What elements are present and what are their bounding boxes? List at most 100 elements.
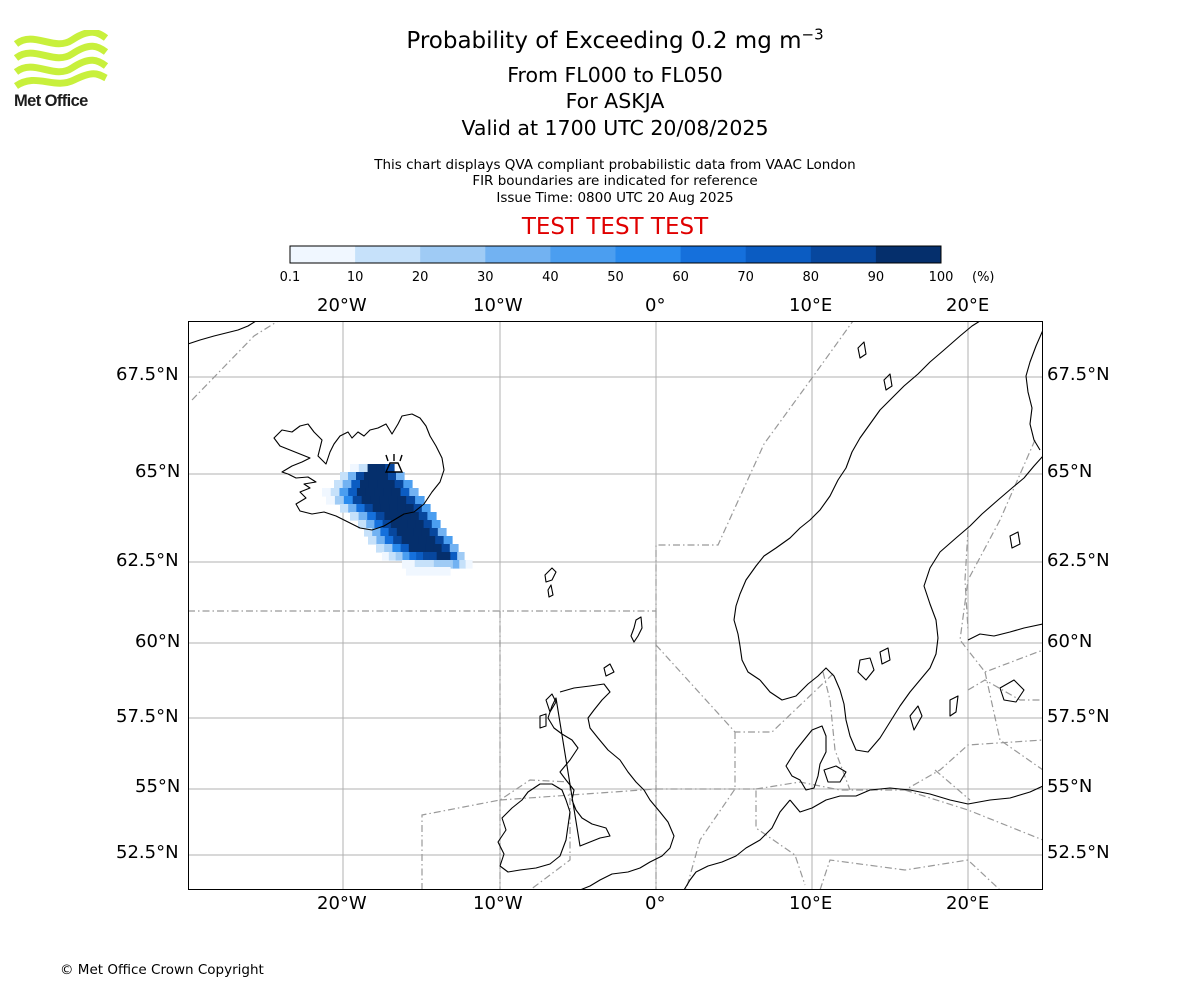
lat-label-right: 67.5°N xyxy=(1047,364,1110,385)
plume-cell xyxy=(443,536,453,545)
lat-label-left: 57.5°N xyxy=(116,706,179,727)
plume-cell xyxy=(358,464,369,473)
colorbar-tick-label: 10 xyxy=(346,270,364,285)
plume-cell xyxy=(379,496,389,505)
plume-cell xyxy=(364,472,373,481)
colorbar-tick-label: 90 xyxy=(867,270,885,285)
plume-cell xyxy=(375,512,385,521)
plume-cell xyxy=(409,488,419,497)
plume-cell xyxy=(366,520,375,529)
plume-cell xyxy=(388,528,398,537)
plume-cell xyxy=(385,464,395,473)
chart-title: Probability of Exceeding 0.2 mg m−3 xyxy=(406,25,824,54)
plume-cell xyxy=(389,504,398,513)
lat-label-right: 65°N xyxy=(1047,461,1093,482)
plume-cell xyxy=(417,544,426,553)
colorbar-segment xyxy=(290,246,356,263)
plume-cell xyxy=(372,504,382,513)
plume-cell xyxy=(372,528,381,537)
plume-cell xyxy=(374,488,384,497)
plume-cell xyxy=(423,552,431,561)
plume-cell xyxy=(396,472,405,481)
plume-cell xyxy=(425,544,434,553)
plume-cell xyxy=(459,560,467,569)
title-exponent: −3 xyxy=(801,25,824,44)
plume-cell xyxy=(358,512,368,521)
plume-cell xyxy=(368,536,377,545)
plume-cell xyxy=(376,544,385,553)
plume-cell xyxy=(449,544,459,553)
plume-cell xyxy=(397,496,407,505)
lon-label-top: 0° xyxy=(645,295,666,316)
colorbar-tick-label: 0.1 xyxy=(279,270,301,285)
plume-cell xyxy=(388,552,397,561)
plume-cell xyxy=(428,567,440,576)
test-banner: TEST TEST TEST xyxy=(521,214,709,240)
plume-cell xyxy=(334,480,344,489)
plume-cell xyxy=(384,512,394,521)
plume-cell xyxy=(439,567,451,576)
plume-cell xyxy=(384,544,393,553)
graticule xyxy=(188,321,1043,890)
lat-label-left: 55°N xyxy=(135,776,181,797)
fir-note: FIR boundaries are indicated for referen… xyxy=(472,173,758,189)
plume-cell xyxy=(374,520,384,529)
lat-label-left: 52.5°N xyxy=(116,842,179,863)
colorbar-tick-label: 20 xyxy=(411,270,429,285)
coastlines xyxy=(188,321,1043,890)
plume-cell xyxy=(433,560,441,569)
colorbar-segment xyxy=(615,246,682,263)
plume-cell xyxy=(440,560,448,569)
plume-cell xyxy=(391,488,402,497)
lon-label-top: 10°W xyxy=(473,295,523,316)
plume-cell xyxy=(415,496,425,505)
copyright-notice: © Met Office Crown Copyright xyxy=(60,962,264,978)
plume-cell xyxy=(356,472,365,481)
plume-cell xyxy=(370,496,381,505)
plume-cell xyxy=(433,544,443,553)
plume-cell xyxy=(416,552,424,561)
plume-cell xyxy=(348,504,357,513)
plume-cell xyxy=(364,504,374,513)
plume-cell xyxy=(421,504,431,513)
colorbar-segment xyxy=(875,246,942,263)
plume-cell xyxy=(410,512,420,521)
plume-cell xyxy=(367,512,377,521)
colorbar-tick-label: 80 xyxy=(802,270,820,285)
plume-cell xyxy=(443,552,451,561)
plume-cell xyxy=(408,560,416,569)
lon-label-bottom: 10°E xyxy=(789,893,833,914)
plume-cell xyxy=(435,536,445,545)
colorbar-segment xyxy=(745,246,812,263)
plume-cell xyxy=(429,552,438,561)
lat-label-left: 62.5°N xyxy=(116,550,179,571)
plume-cell xyxy=(427,512,437,521)
colorbar xyxy=(289,245,942,264)
plume-cell xyxy=(407,520,416,529)
lat-label-right: 62.5°N xyxy=(1047,550,1110,571)
plume-cell xyxy=(418,512,428,521)
plume-cell xyxy=(429,528,439,537)
lat-label-left: 65°N xyxy=(135,461,181,482)
plume-cell xyxy=(334,496,345,505)
plume-cell xyxy=(393,536,403,545)
plume-cell xyxy=(348,472,357,481)
colorbar-tick-label: 40 xyxy=(542,270,559,285)
data-source-note: This chart displays QVA compliant probab… xyxy=(374,157,856,173)
plume-cell xyxy=(380,472,389,481)
volcano-icon xyxy=(384,454,404,473)
plume-cell xyxy=(421,528,431,537)
lat-label-left: 67.5°N xyxy=(116,364,179,385)
lon-label-bottom: 20°E xyxy=(946,893,990,914)
plume-cell xyxy=(436,552,445,561)
plume-cell xyxy=(364,528,373,537)
plume-cell xyxy=(394,480,404,489)
colorbar-unit: (%) xyxy=(972,270,995,285)
plume-cell xyxy=(421,560,429,569)
colorbar-tick-label: 60 xyxy=(672,270,689,285)
plume-cell xyxy=(340,504,349,513)
plume-cell xyxy=(322,488,332,497)
plume-cell xyxy=(386,480,396,489)
plume-cell xyxy=(382,552,390,561)
plume-cell xyxy=(360,480,370,489)
